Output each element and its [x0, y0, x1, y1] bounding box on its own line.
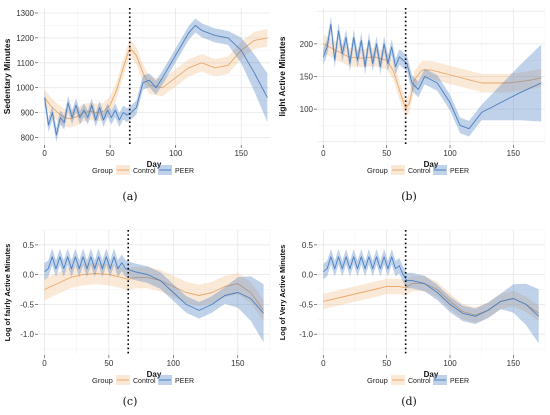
y-tick-label: -0.5 [20, 300, 34, 309]
series-line-control [323, 43, 542, 110]
y-axis-title: Log of fairly Active Minutes [3, 244, 12, 342]
y-tick-label: 100 [300, 105, 314, 114]
caption-b: (b) [401, 190, 417, 203]
series-line-peer [44, 24, 268, 136]
x-axis-title: Day [147, 160, 162, 169]
plot-area [322, 16, 542, 137]
x-tick-label: 0 [42, 359, 47, 368]
chart-b: 0 50 100 150 100 150 200 Day light Active Minute… [277, 8, 546, 175]
legend-title: Group [92, 376, 113, 385]
chart-panel-d: 0 50 100 150 -1.0 -0.5 0.0 0.5 Day Log of Very Ac… [275, 215, 550, 393]
legend-label-peer: PEER [175, 378, 194, 385]
y-tick-label: 0.0 [302, 271, 314, 280]
caption-c: (c) [122, 395, 138, 408]
confidence-band-control [44, 29, 268, 128]
y-tick-label: 0.5 [23, 241, 35, 250]
x-tick-label: 150 [234, 149, 248, 158]
legend: Group Control PEER [367, 165, 469, 175]
legend-label-peer: PEER [450, 168, 469, 175]
y-tick-label: -0.5 [299, 300, 313, 309]
x-tick-label: 100 [169, 149, 183, 158]
confidence-band-control [323, 34, 542, 119]
x-axis-title: Day [424, 160, 439, 169]
y-tick-label: -1.0 [299, 330, 313, 339]
x-tick-label: 100 [167, 359, 181, 368]
x-tick-label: 50 [106, 149, 115, 158]
legend-label-peer: PEER [450, 378, 469, 385]
legend: Group Control PEER [367, 375, 469, 385]
y-tick-label: 1300 [16, 9, 34, 18]
legend-title: Group [367, 376, 388, 385]
series-line-control [44, 37, 268, 120]
x-tick-label: 150 [231, 359, 245, 368]
chart-a: 0 50 100 150 800 900 1000 1100 1200 1300 Day Sedent… [2, 8, 270, 175]
plot-area [323, 249, 540, 344]
x-tick-label: 50 [382, 359, 391, 368]
confidence-band-peer [323, 16, 542, 137]
legend: Group Control PEER [92, 165, 194, 175]
x-tick-label: 150 [507, 149, 521, 158]
caption-a: (a) [122, 190, 138, 203]
x-tick-label: 50 [382, 149, 391, 158]
y-tick-label: 1200 [16, 34, 34, 43]
chart-c: 0 50 100 150 -1.0 -0.5 0.0 0.5 Day Log of fairly … [3, 229, 271, 385]
legend-label-control: Control [408, 168, 431, 175]
x-tick-label: 150 [507, 359, 521, 368]
chart-panel-a: 0 50 100 150 800 900 1000 1100 1200 1300 Day Sedent… [0, 0, 275, 188]
series-line-control [44, 273, 264, 311]
y-tick-label: 200 [300, 40, 314, 49]
confidence-band-control [44, 262, 264, 322]
series-line-peer [44, 256, 264, 314]
legend-title: Group [92, 166, 113, 175]
legend-title: Group [367, 166, 388, 175]
y-axis-title: Log of Very Active Minutes [278, 245, 287, 341]
y-tick-label: 0.0 [23, 271, 35, 280]
grid [317, 8, 546, 145]
y-tick-label: 1000 [16, 84, 34, 93]
plot-area [44, 18, 268, 142]
legend: Group Control PEER [92, 375, 194, 385]
y-tick-label: 800 [21, 134, 35, 143]
y-tick-label: 900 [21, 109, 35, 118]
y-axis-title: Sedentary Minutes [2, 38, 12, 114]
y-axis-title: light Active Minutes [277, 36, 287, 116]
series-line-peer [323, 256, 540, 317]
x-tick-label: 0 [42, 149, 47, 158]
x-tick-label: 50 [104, 359, 113, 368]
grid [38, 8, 270, 145]
y-tick-label: 1100 [17, 59, 35, 68]
grid [317, 229, 546, 355]
legend-label-control: Control [133, 378, 156, 385]
plot-area [44, 248, 264, 343]
legend-label-control: Control [133, 168, 156, 175]
chart-panel-c: 0 50 100 150 -1.0 -0.5 0.0 0.5 Day Log of fairly … [0, 215, 275, 393]
chart-d: 0 50 100 150 -1.0 -0.5 0.0 0.5 Day Log of Very Ac… [278, 229, 546, 385]
x-tick-label: 100 [443, 359, 457, 368]
y-tick-label: -1.0 [20, 330, 34, 339]
x-axis-title: Day [424, 370, 439, 379]
chart-panel-b: 0 50 100 150 100 150 200 Day light Active Minute… [275, 0, 550, 188]
y-tick-label: 0.5 [302, 241, 314, 250]
confidence-band-peer [323, 249, 539, 344]
series-line-peer [322, 23, 542, 130]
legend-label-control: Control [408, 378, 431, 385]
plot-background [38, 8, 270, 145]
x-tick-label: 0 [321, 359, 326, 368]
y-tick-label: 150 [300, 73, 314, 82]
x-tick-label: 100 [443, 149, 457, 158]
caption-d: (d) [401, 395, 417, 408]
x-tick-label: 0 [321, 149, 326, 158]
confidence-band-peer [44, 248, 264, 343]
x-axis-title: Day [147, 370, 162, 379]
legend-label-peer: PEER [175, 168, 194, 175]
